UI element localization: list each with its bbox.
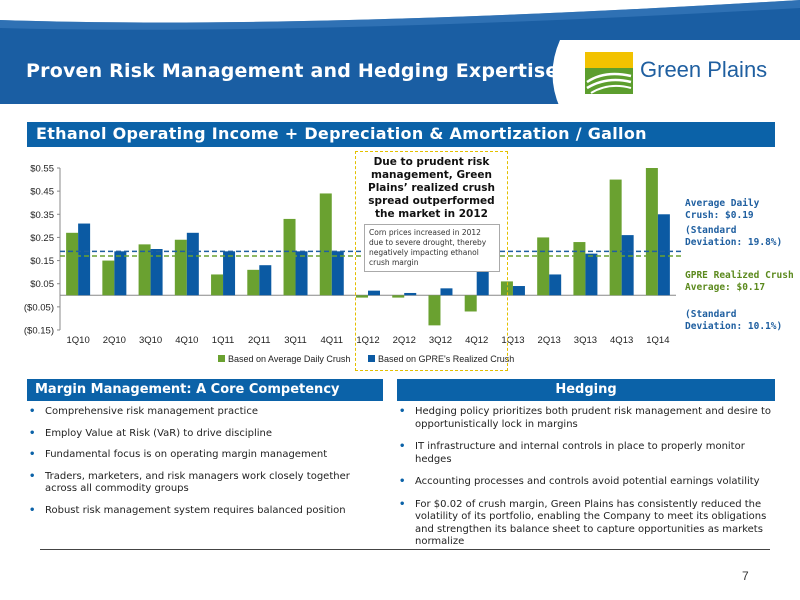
list-item: Hedging policy prioritizes both prudent … (397, 406, 775, 431)
bar-gpre-realized-crush (186, 232, 199, 296)
crush-margin-chart: $0.55 $0.45 $0.35 $0.25 $0.15 $0.05 ($0.05) ($0… (24, 164, 684, 364)
margin-panel-heading: Margin Management: A Core Competency (27, 379, 383, 401)
margin-bullet-list: Comprehensive risk management practice E… (27, 406, 383, 517)
avg-daily-crush-note: Average Daily Crush: $0.19 (685, 198, 760, 221)
bar-avg-daily-crush (319, 193, 332, 296)
x-tick-label: 4Q13 (610, 335, 633, 346)
bar-avg-daily-crush (356, 295, 368, 298)
bar-gpre-realized-crush (621, 235, 634, 296)
bar-gpre-realized-crush (150, 249, 163, 296)
y-tick-label: $0.25 (30, 233, 54, 244)
logo-wordmark: Green Plains (640, 57, 768, 82)
x-tick-label: 1Q13 (501, 335, 524, 346)
callout-title: Due to prudent risk management, Green Pl… (368, 156, 495, 220)
y-tick-label: $0.45 (30, 187, 54, 198)
bar-avg-daily-crush (428, 295, 441, 326)
bar-gpre-realized-crush (368, 290, 380, 296)
x-tick-label: 1Q14 (646, 335, 669, 346)
list-item: Comprehensive risk management practice (27, 406, 383, 419)
bar-gpre-realized-crush (585, 253, 598, 296)
chart-subtitle: Ethanol Operating Income + Depreciation … (36, 124, 647, 143)
bar-avg-daily-crush (537, 237, 550, 296)
x-tick-label: 4Q12 (465, 335, 488, 346)
x-tick-label: 3Q11 (284, 335, 307, 346)
bar-avg-daily-crush (66, 232, 79, 296)
bar-gpre-realized-crush (331, 251, 344, 296)
gpre-realized-crush-sd: (Standard Deviation: 10.1%) (685, 309, 783, 332)
bar-gpre-realized-crush (476, 269, 489, 296)
legend-swatch-gpre-realized (368, 355, 375, 362)
bar-gpre-realized-crush (78, 223, 91, 296)
bar-avg-daily-crush (247, 269, 260, 296)
x-tick-label: 3Q12 (429, 335, 452, 346)
y-tick-label: $0.35 (30, 210, 54, 221)
bar-gpre-realized-crush (512, 286, 525, 296)
x-tick-label: 4Q11 (320, 335, 343, 346)
footer-divider (40, 549, 770, 550)
list-item: IT infrastructure and internal controls … (397, 441, 775, 466)
list-item: Employ Value at Risk (VaR) to drive disc… (27, 428, 383, 441)
list-item: Robust risk management system requires b… (27, 505, 383, 518)
callout-highlight-2012 (355, 151, 508, 371)
avg-daily-crush-sd: (Standard Deviation: 19.8%) (685, 225, 783, 248)
bar-avg-daily-crush (174, 239, 187, 296)
list-item: Traders, marketers, and risk managers wo… (27, 471, 383, 496)
bar-avg-daily-crush (645, 168, 658, 296)
y-tick-label: $0.05 (30, 279, 54, 290)
x-tick-label: 3Q13 (574, 335, 597, 346)
list-item: Accounting processes and controls avoid … (397, 476, 775, 489)
bar-avg-daily-crush (573, 242, 586, 296)
x-tick-label: 4Q10 (175, 335, 198, 346)
y-tick-label: $0.15 (30, 256, 54, 267)
list-item: Fundamental focus is on operating margin… (27, 449, 383, 462)
bar-avg-daily-crush (102, 260, 115, 296)
bar-avg-daily-crush (138, 244, 151, 296)
x-tick-label: 3Q10 (139, 335, 162, 346)
x-tick-label: 1Q12 (356, 335, 379, 346)
bar-avg-daily-crush (500, 281, 513, 296)
y-tick-label: $0.55 (30, 164, 54, 175)
x-tick-label: 1Q11 (212, 335, 235, 346)
bar-avg-daily-crush (464, 295, 477, 312)
legend-swatch-avg-daily (218, 355, 225, 362)
y-tick-label: ($0.15) (24, 326, 54, 337)
gpre-realized-crush-note: GPRE Realized Crush Average: $0.17 (685, 270, 794, 293)
bar-gpre-realized-crush (440, 288, 453, 296)
bar-avg-daily-crush (283, 218, 296, 296)
bar-avg-daily-crush (392, 295, 405, 298)
bar-gpre-realized-crush (404, 292, 417, 296)
bar-gpre-realized-crush (223, 251, 236, 296)
x-tick-label: 2Q10 (103, 335, 126, 346)
bar-avg-daily-crush (211, 274, 224, 296)
legend-label: Based on Average Daily Crush (228, 354, 350, 364)
page-title: Proven Risk Management and Hedging Exper… (26, 60, 559, 82)
list-item: For $0.02 of crush margin, Green Plains … (397, 499, 775, 549)
green-plains-logo (585, 52, 633, 94)
x-tick-label: 2Q12 (393, 335, 416, 346)
bar-gpre-realized-crush (549, 274, 562, 296)
bar-avg-daily-crush (609, 179, 622, 296)
y-tick-label: ($0.05) (24, 302, 54, 313)
x-tick-label: 2Q13 (538, 335, 561, 346)
bar-gpre-realized-crush (657, 214, 670, 296)
x-tick-label: 1Q10 (66, 335, 89, 346)
bar-gpre-realized-crush (259, 265, 272, 296)
bar-gpre-realized-crush (295, 251, 308, 296)
legend-label: Based on GPRE's Realized Crush (378, 354, 514, 364)
bar-gpre-realized-crush (114, 251, 127, 296)
hedging-bullet-list: Hedging policy prioritizes both prudent … (397, 406, 775, 549)
x-tick-label: 2Q11 (248, 335, 271, 346)
hedging-panel-heading: Hedging (397, 379, 775, 401)
subtitle-bar (27, 122, 775, 147)
page-number: 7 (742, 569, 749, 583)
callout-note: Corn prices increased in 2012 due to sev… (364, 224, 500, 272)
